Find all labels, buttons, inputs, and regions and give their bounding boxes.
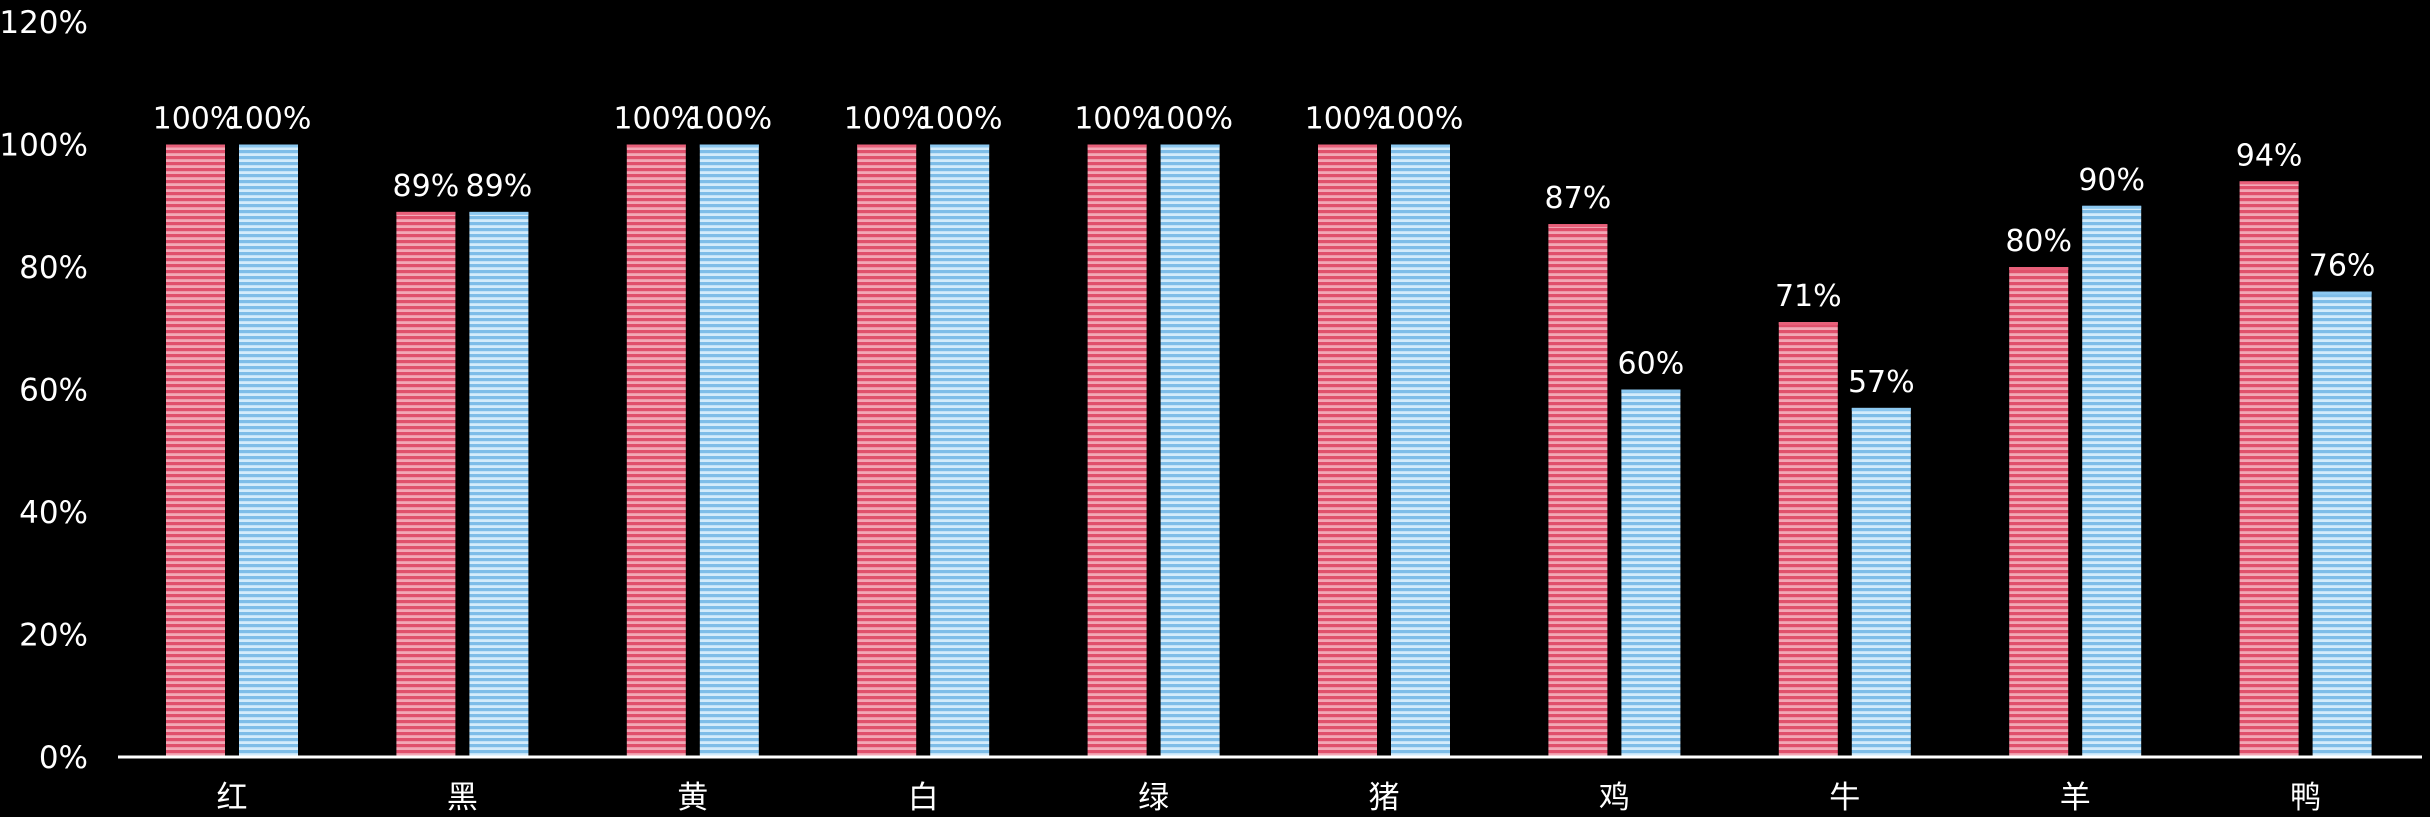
y-axis-tick-labels: 0% 20% 40% 60% 80% 100% 120% — [0, 5, 88, 776]
bar-top-edge — [166, 144, 225, 148]
x-category-label: 黄 — [677, 780, 708, 816]
data-labels-group: 100%100%89% 89%100%100% 100%100% 100%100% 10… — [153, 102, 2376, 400]
data-label: 100% — [153, 102, 239, 137]
bar-top-edge — [1391, 144, 1450, 148]
x-category-label: 猪 — [1369, 780, 1400, 816]
data-label: 100% — [1305, 102, 1391, 137]
bar-top-edge — [1160, 144, 1220, 148]
data-label: 100% — [686, 102, 772, 137]
bar-top-edge — [1548, 224, 1608, 228]
bar-top-edge — [239, 144, 298, 148]
data-label: 100% — [1147, 102, 1233, 137]
data-label: 90% — [2078, 163, 2145, 198]
bar-series-1 — [626, 144, 686, 757]
data-label: 94% — [2236, 138, 2303, 173]
bar-top-edge — [857, 144, 917, 148]
x-category-label: 白 — [908, 780, 939, 816]
data-label: 60% — [1618, 347, 1685, 382]
x-category-label: 羊 — [2060, 780, 2091, 816]
bar-series-2 — [469, 211, 529, 757]
bar-series-2 — [1621, 389, 1681, 757]
bar-top-edge — [1851, 407, 1911, 411]
bar-series-1 — [1548, 224, 1608, 758]
data-label: 89% — [466, 169, 533, 204]
bar-series-2 — [1391, 144, 1450, 757]
bar-top-edge — [2239, 181, 2299, 185]
bar-top-edge — [699, 144, 759, 148]
data-label: 80% — [2005, 224, 2072, 259]
bar-series-1 — [166, 144, 225, 757]
bar-top-edge — [469, 211, 529, 215]
bar-series-2 — [699, 144, 759, 757]
data-label: 89% — [393, 169, 460, 204]
bar-series-1 — [1318, 144, 1377, 757]
x-category-label: 红 — [217, 780, 248, 816]
x-category-label: 黑 — [447, 780, 478, 816]
bar-top-edge — [930, 144, 990, 148]
x-category-label: 鸭 — [2290, 780, 2321, 816]
bar-series-2 — [2082, 205, 2142, 758]
bars-group — [166, 144, 2372, 758]
data-label: 100% — [917, 102, 1003, 137]
bar-series-2 — [1851, 407, 1911, 757]
x-axis-category-labels: 红黑黄白绿猪鸡牛羊鸭 — [217, 780, 2322, 816]
bar-top-edge — [2312, 291, 2372, 295]
bar-top-edge — [396, 211, 456, 215]
data-label: 100% — [613, 102, 699, 137]
bar-top-edge — [1778, 322, 1838, 326]
y-tick-label: 0% — [39, 740, 88, 776]
bar-series-1 — [2239, 181, 2299, 758]
data-label: 71% — [1775, 279, 1842, 314]
y-tick-label: 100% — [0, 128, 88, 164]
data-label: 76% — [2309, 249, 2376, 284]
bar-series-2 — [930, 144, 990, 757]
bar-top-edge — [1087, 144, 1147, 148]
data-label: 87% — [1545, 181, 1612, 216]
data-label: 100% — [844, 102, 930, 137]
y-tick-label: 80% — [19, 250, 88, 286]
x-category-label: 鸡 — [1599, 780, 1630, 816]
bar-series-1 — [2009, 267, 2069, 757]
y-tick-label: 60% — [19, 373, 88, 409]
bar-top-edge — [626, 144, 686, 148]
y-tick-label: 20% — [19, 618, 88, 654]
bar-top-edge — [1621, 389, 1681, 393]
bar-series-2 — [1160, 144, 1220, 757]
x-category-label: 牛 — [1829, 780, 1860, 816]
bar-series-2 — [239, 144, 298, 757]
bar-series-1 — [396, 211, 456, 757]
bar-top-edge — [2082, 205, 2142, 209]
data-label: 100% — [1074, 102, 1160, 137]
bar-series-1 — [1087, 144, 1147, 757]
bar-series-2 — [2312, 291, 2372, 757]
bar-series-1 — [857, 144, 917, 757]
bar-top-edge — [2009, 267, 2069, 270]
y-tick-label: 120% — [0, 5, 88, 41]
x-category-label: 绿 — [1138, 780, 1169, 816]
bar-series-1 — [1778, 322, 1838, 757]
data-label: 100% — [1378, 102, 1464, 137]
data-label: 57% — [1848, 365, 1915, 400]
data-label: 100% — [226, 102, 312, 137]
bar-top-edge — [1318, 144, 1377, 148]
y-tick-label: 40% — [19, 495, 88, 531]
